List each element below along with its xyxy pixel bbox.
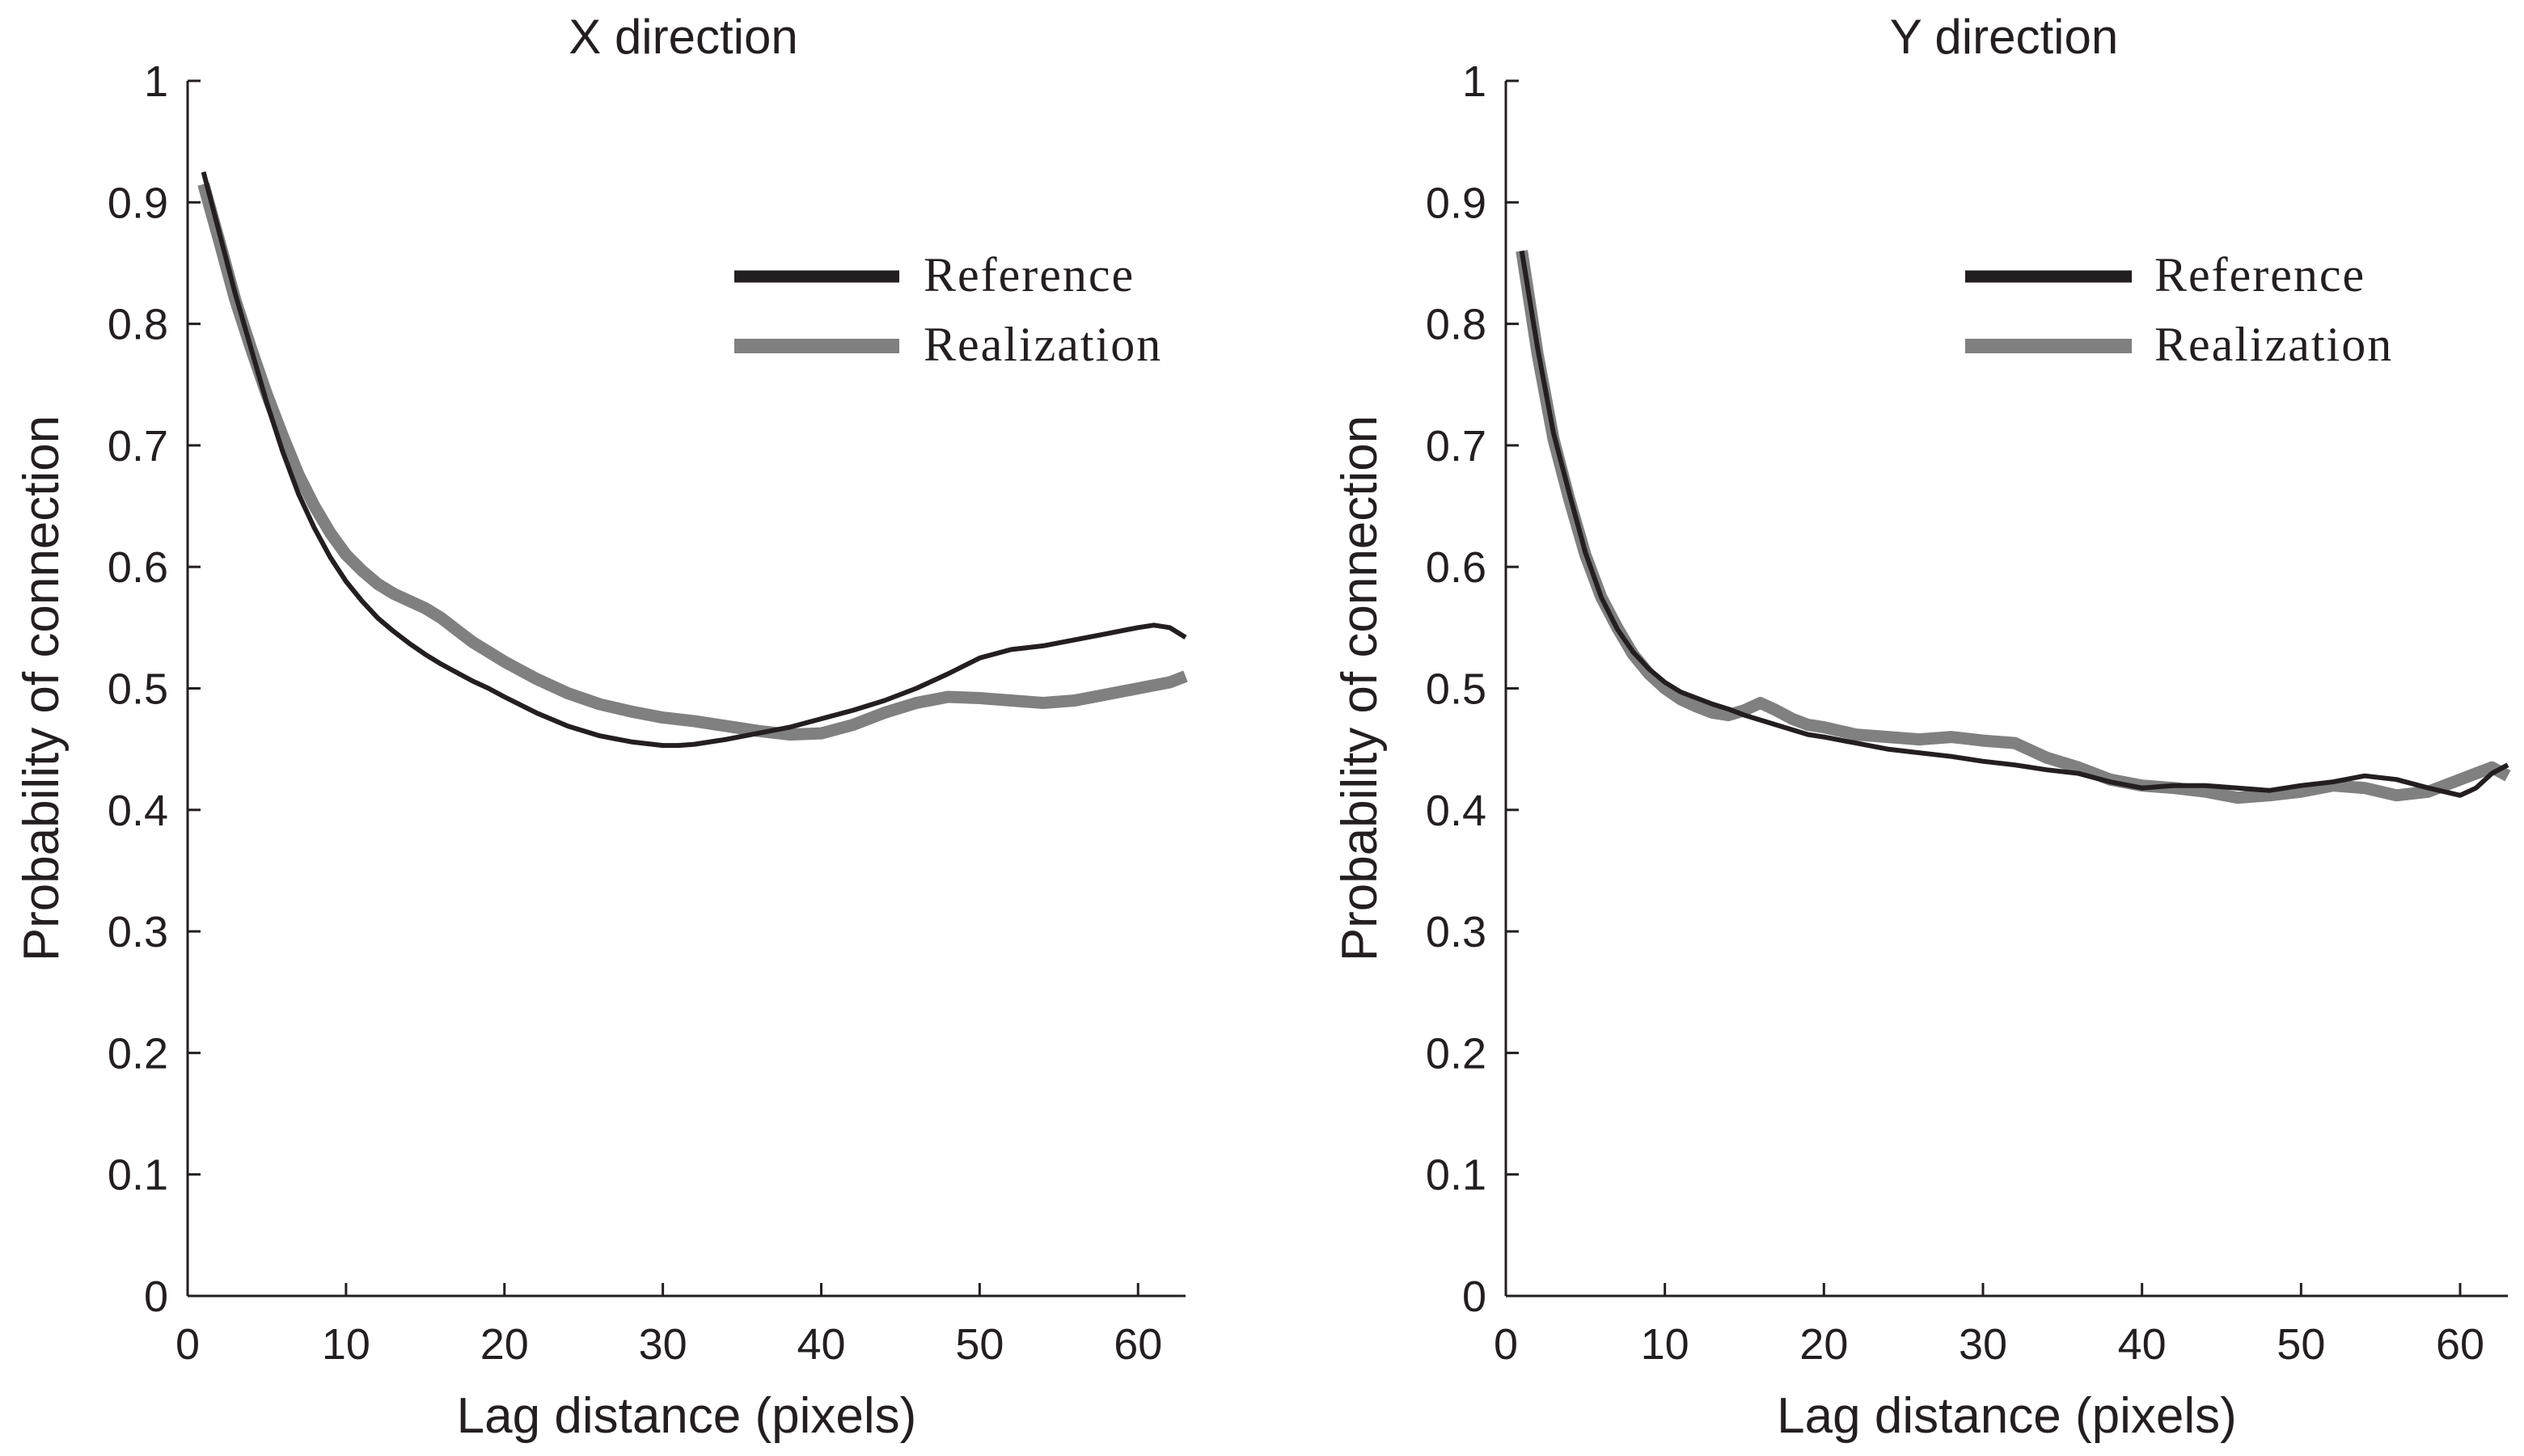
x-tick-label: 0 (175, 1320, 200, 1369)
y-tick-label: 0.8 (1426, 301, 1486, 349)
y-tick-label: 1 (144, 57, 168, 106)
x-tick-label: 40 (2118, 1320, 2167, 1369)
legend-label-realization: Realization (2154, 318, 2393, 371)
x-tick-label: 50 (955, 1320, 1004, 1369)
y-tick-label: 0.7 (108, 422, 168, 471)
y-tick-label: 0.8 (108, 301, 168, 349)
panel-y-direction: 00.10.20.30.40.50.60.70.80.910 10 20 30 40 50… (1332, 10, 2511, 1444)
y-tick-label: 0.5 (1426, 665, 1486, 714)
series-line-reference (201, 171, 1187, 749)
x-tick-label: 0 (1494, 1320, 1518, 1369)
legend-label-reference: Reference (2154, 248, 2365, 302)
x-tick-label: 10 (1641, 1320, 1689, 1369)
y-axis-label: Probability of connection (14, 416, 70, 962)
x-axis-label: Lag distance (pixels) (1777, 1388, 2237, 1444)
y-tick-label: 0.3 (1426, 908, 1486, 956)
y-tick-label: 0.4 (108, 787, 168, 835)
y-tick-label: 0.2 (108, 1029, 168, 1078)
y-tick-label: 0.9 (1426, 179, 1486, 227)
x-tick-label: 60 (1114, 1320, 1162, 1369)
y-tick-label: 0.6 (1426, 543, 1486, 592)
chart-title: Y direction (1890, 10, 2118, 64)
legend: Reference Realization (734, 248, 1162, 371)
y-tick-label: 0.5 (108, 665, 168, 714)
chart-title: X direction (569, 10, 797, 64)
series-line-realization (197, 182, 1188, 741)
y-tick-label: 0.6 (108, 543, 168, 592)
x-tick-label: 30 (1959, 1320, 2007, 1369)
y-tick-label: 0.9 (108, 179, 168, 227)
y-tick-label: 0.1 (1426, 1151, 1486, 1200)
y-tick-label: 0.3 (108, 908, 168, 956)
x-tick-label: 50 (2277, 1320, 2325, 1369)
legend-label-reference: Reference (924, 248, 1135, 302)
x-tick-label: 40 (797, 1320, 845, 1369)
y-tick-label: 0.7 (1426, 422, 1486, 471)
x-tick-label: 20 (1799, 1320, 1848, 1369)
y-axis-label: Probability of connection (1332, 416, 1388, 962)
y-tick-label: 0 (1462, 1272, 1486, 1321)
y-tick-label: 0.2 (1426, 1029, 1486, 1078)
legend: Reference Realization (1965, 248, 2393, 371)
legend-label-realization: Realization (924, 318, 1162, 371)
series-line-reference (1519, 250, 2509, 798)
x-tick-label: 20 (480, 1320, 529, 1369)
y-tick-label: 0 (144, 1272, 168, 1321)
x-tick-label: 10 (322, 1320, 370, 1369)
x-tick-label: 30 (639, 1320, 687, 1369)
x-axis-label: Lag distance (pixels) (457, 1388, 917, 1444)
x-tick-label: 60 (2436, 1320, 2484, 1369)
y-tick-label: 1 (1462, 57, 1486, 106)
panel-x-direction: 00.10.20.30.40.50.60.70.80.910 10 20 30 40 50… (14, 10, 1188, 1444)
y-tick-label: 0.1 (108, 1151, 168, 1200)
y-tick-label: 0.4 (1426, 787, 1486, 835)
